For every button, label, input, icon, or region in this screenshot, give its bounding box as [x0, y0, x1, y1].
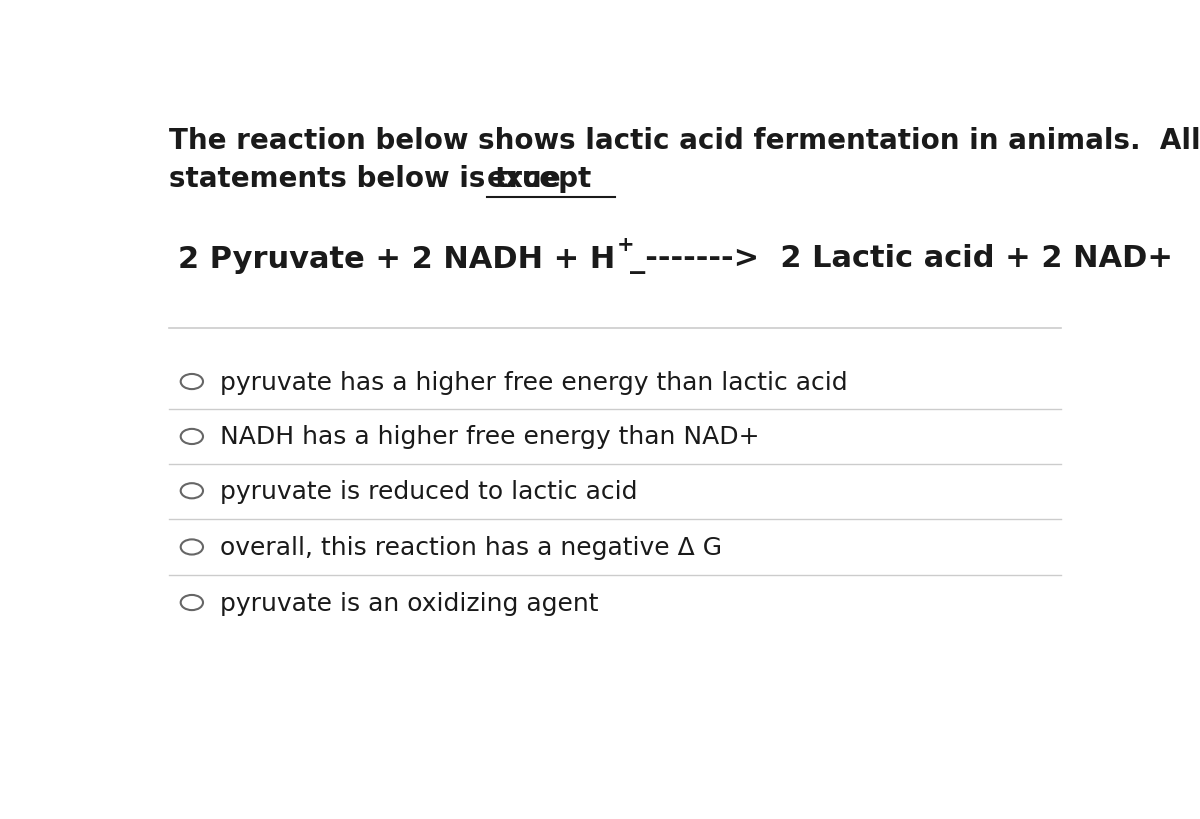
Text: statements below is true: statements below is true — [168, 165, 570, 192]
Text: pyruvate has a higher free energy than lactic acid: pyruvate has a higher free energy than l… — [220, 370, 847, 394]
Text: pyruvate is reduced to lactic acid: pyruvate is reduced to lactic acid — [220, 479, 637, 503]
Text: _------->  2 Lactic acid + 2 NAD+: _-------> 2 Lactic acid + 2 NAD+ — [630, 244, 1172, 274]
Text: +: + — [617, 234, 635, 255]
Text: The reaction below shows lactic acid fermentation in animals.  All of the follow: The reaction below shows lactic acid fer… — [168, 127, 1200, 155]
Text: 2 Pyruvate + 2 NADH + H: 2 Pyruvate + 2 NADH + H — [178, 245, 616, 274]
Text: NADH has a higher free energy than NAD+: NADH has a higher free energy than NAD+ — [220, 425, 760, 449]
Text: pyruvate is an oxidizing agent: pyruvate is an oxidizing agent — [220, 590, 599, 615]
Text: except: except — [487, 165, 592, 192]
Text: overall, this reaction has a negative Δ G: overall, this reaction has a negative Δ … — [220, 536, 721, 559]
